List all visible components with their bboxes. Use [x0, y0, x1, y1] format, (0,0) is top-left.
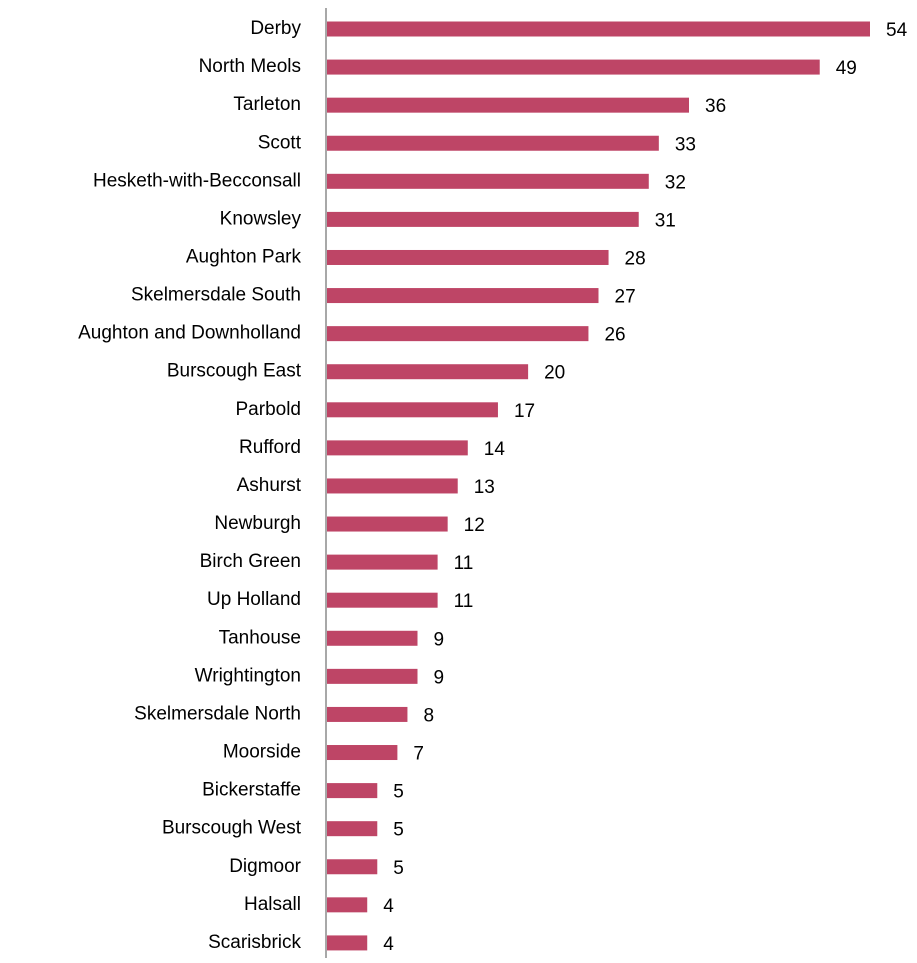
bar: [327, 59, 820, 75]
value-label: 27: [615, 287, 636, 308]
value-label: 5: [393, 858, 404, 879]
bar: [327, 249, 609, 265]
bar: [327, 783, 378, 799]
value-label: 9: [434, 629, 445, 650]
value-label: 36: [705, 96, 726, 117]
category-label: Up Holland: [207, 589, 301, 610]
bar: [327, 516, 448, 532]
bar: [327, 554, 438, 570]
category-label: Scott: [258, 132, 302, 153]
bar: [327, 706, 408, 722]
category-label: Halsall: [244, 894, 301, 915]
value-label: 11: [454, 553, 474, 574]
category-label: Derby: [250, 18, 301, 39]
value-label: 20: [544, 363, 565, 384]
category-label: Hesketh-with-Becconsall: [93, 170, 301, 191]
value-label: 49: [836, 58, 857, 79]
bar: [327, 326, 589, 342]
value-label: 4: [383, 934, 394, 955]
category-label: Scarisbrick: [208, 932, 301, 953]
value-label: 54: [886, 20, 908, 41]
bar: [327, 440, 468, 456]
value-label: 5: [393, 820, 404, 841]
category-label: Rufford: [239, 437, 301, 458]
value-label: 14: [484, 439, 506, 460]
bar: [327, 897, 368, 913]
category-label: Skelmersdale North: [134, 703, 301, 724]
bar: [327, 668, 418, 684]
bar: [327, 97, 689, 113]
category-label: Burscough West: [162, 818, 302, 839]
bar: [327, 745, 398, 761]
category-label: Knowsley: [220, 208, 302, 229]
category-label: Tarleton: [233, 94, 301, 115]
value-label: 8: [423, 705, 434, 726]
category-label: Birch Green: [200, 551, 301, 572]
category-label: Aughton and Downholland: [78, 323, 301, 344]
bar: [327, 364, 529, 380]
value-label: 9: [434, 667, 445, 688]
value-label: 12: [464, 515, 485, 536]
value-label: 5: [393, 782, 404, 803]
category-label: Bickerstaffe: [202, 780, 301, 801]
value-label: 26: [604, 325, 625, 346]
value-label: 32: [665, 172, 686, 193]
category-label: Newburgh: [214, 513, 301, 534]
bar: [327, 821, 378, 837]
bar: [327, 859, 378, 875]
category-label: Digmoor: [229, 856, 301, 877]
category-label: Burscough East: [167, 361, 302, 382]
bar: [327, 592, 438, 608]
value-label: 4: [383, 896, 394, 917]
category-label: Ashurst: [237, 475, 302, 496]
value-label: 11: [454, 591, 474, 612]
category-label: Aughton Park: [186, 246, 302, 267]
category-label: Parbold: [236, 399, 302, 420]
category-label: Moorside: [223, 742, 301, 763]
value-label: 33: [675, 134, 696, 155]
bar: [327, 21, 870, 37]
value-label: 28: [625, 248, 646, 269]
bar: [327, 211, 639, 227]
bar: [327, 935, 368, 951]
bar: [327, 630, 418, 646]
bar: [327, 478, 458, 494]
bar: [327, 173, 649, 189]
category-label: North Meols: [199, 56, 301, 77]
value-label: 31: [655, 210, 676, 231]
value-label: 13: [474, 477, 495, 498]
bar: [327, 288, 599, 304]
bar: [327, 135, 659, 151]
bar: [327, 402, 498, 418]
value-label: 7: [413, 744, 424, 765]
category-label: Skelmersdale South: [131, 285, 301, 306]
value-label: 17: [514, 401, 535, 422]
category-label: Tanhouse: [219, 627, 301, 648]
category-label: Wrightington: [195, 665, 301, 686]
